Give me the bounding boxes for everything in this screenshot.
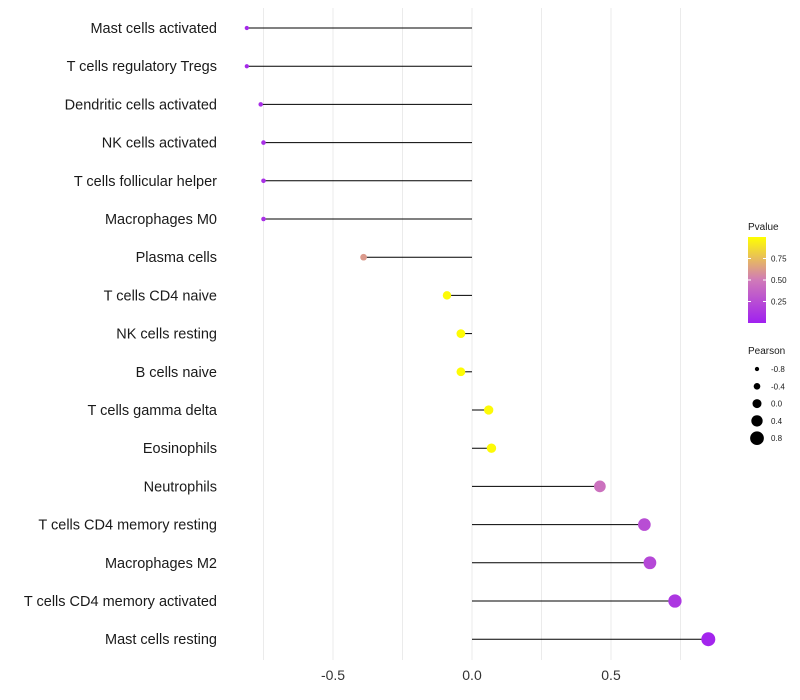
category-label: Macrophages M2 (105, 556, 217, 572)
x-axis-ticks: -0.5 0.0 0.5 (321, 667, 621, 683)
grid-lines (263, 8, 681, 660)
lollipop-point (261, 140, 266, 145)
category-label: Plasma cells (136, 250, 217, 266)
lollipop-point (484, 405, 494, 415)
legend-pearson-symbol (752, 399, 762, 409)
legend-pearson-symbol (754, 366, 760, 372)
lollipop-point (643, 556, 657, 570)
category-label: B cells naive (136, 365, 217, 381)
lollipop-point (638, 518, 651, 531)
legend-pearson-label: 0.8 (771, 434, 783, 443)
category-label: T cells follicular helper (74, 174, 217, 190)
legend-pvalue-title: Pvalue (748, 222, 779, 233)
lollipop-point (456, 367, 466, 377)
legend-pearson-label: -0.8 (771, 365, 785, 374)
x-tick-label: -0.5 (321, 667, 345, 683)
legend-pearson-symbol (753, 382, 761, 390)
legend-pvalue-colorbar (748, 237, 766, 323)
lollipop-point (668, 594, 682, 608)
legend-pearson-label: 0.4 (771, 417, 783, 426)
lollipop-point (594, 480, 606, 493)
category-label: NK cells activated (102, 136, 217, 152)
category-label: Macrophages M0 (105, 212, 217, 228)
lollipop-point (244, 64, 249, 69)
legend-pearson-label: 0.0 (771, 400, 783, 409)
plot-marks (244, 25, 716, 647)
legend-pearson-symbol (750, 431, 764, 446)
legend-pearson: Pearson -0.8 -0.4 0.0 0.4 0.8 (748, 346, 785, 446)
lollipop-point (701, 632, 716, 647)
category-label: T cells CD4 naive (104, 288, 217, 304)
lollipop-point (261, 216, 266, 222)
lollipop-point (456, 329, 466, 338)
legend-pearson-label: -0.4 (771, 382, 785, 391)
lollipop-point (442, 291, 452, 300)
y-axis-labels: Mast cells activated T cells regulatory T… (24, 21, 218, 648)
legend-pearson-title: Pearson (748, 346, 785, 357)
x-tick-label: 0.0 (462, 667, 482, 683)
category-label: Mast cells resting (105, 632, 217, 648)
category-label: T cells CD4 memory activated (24, 594, 217, 610)
legend-pvalue-label: 0.25 (771, 298, 787, 307)
category-label: T cells CD4 memory resting (38, 518, 217, 534)
x-tick-label: 0.5 (601, 667, 621, 683)
category-label: Mast cells activated (90, 21, 217, 37)
lollipop-point (258, 102, 263, 107)
legend-pvalue-label: 0.50 (771, 276, 787, 285)
category-label: T cells regulatory Tregs (67, 59, 217, 75)
lollipop-point (486, 443, 497, 453)
category-label: Dendritic cells activated (65, 97, 217, 113)
lollipop-point (244, 25, 249, 31)
category-label: Eosinophils (143, 441, 217, 457)
legend-pvalue-label: 0.75 (771, 255, 787, 264)
lollipop-point (360, 253, 367, 261)
lollipop-point (261, 178, 266, 184)
category-label: Neutrophils (144, 479, 217, 495)
category-label: NK cells resting (116, 327, 217, 343)
legend-pvalue: Pvalue 0.25 0.50 0.75 (748, 222, 787, 323)
category-label: T cells gamma delta (88, 403, 218, 419)
legend-pearson-symbol (751, 415, 763, 427)
